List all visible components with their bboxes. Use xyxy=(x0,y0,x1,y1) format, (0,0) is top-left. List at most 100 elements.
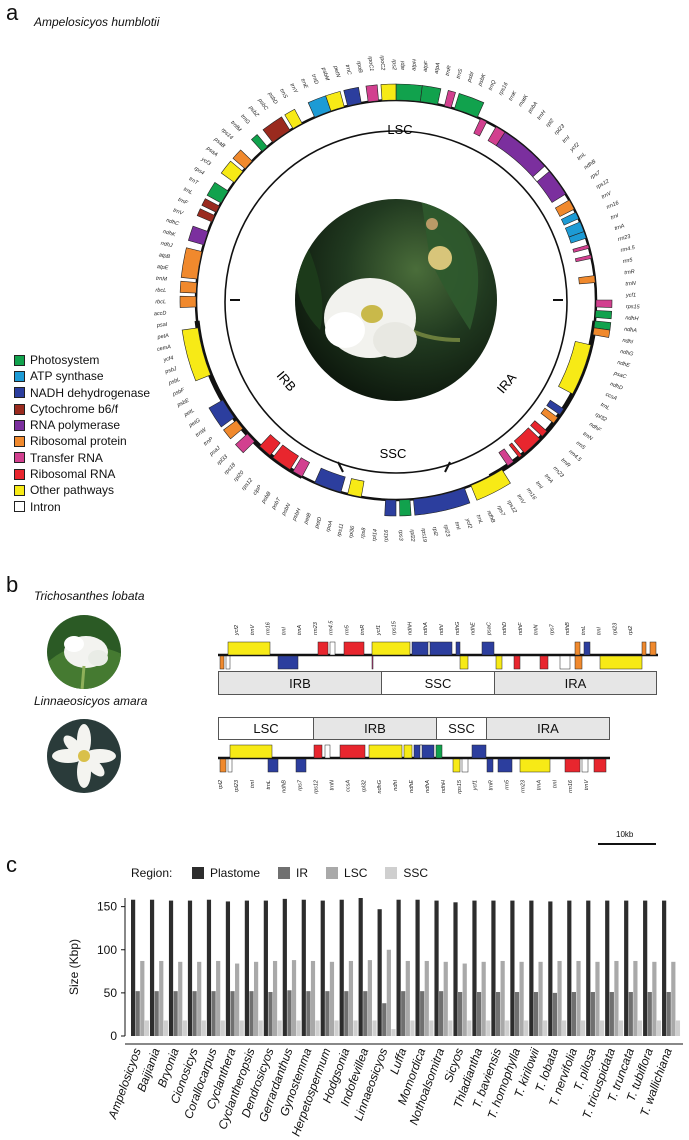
bar-plastome xyxy=(206,899,212,1036)
bar-ssc xyxy=(410,1020,415,1036)
legend-label: Photosystem xyxy=(30,353,100,367)
legend-item: NADH dehydrogenase xyxy=(14,385,150,401)
gene-label: trnV xyxy=(250,624,256,635)
bar-ssc xyxy=(334,1020,339,1036)
bar-plastome xyxy=(282,898,287,1036)
ring-label-irb: IRB xyxy=(274,368,299,394)
bar-ir xyxy=(458,992,463,1036)
gene-block xyxy=(497,758,513,773)
region-box-ira-1: IRA xyxy=(494,671,657,695)
gene-label: rbcL xyxy=(155,299,166,305)
legend-item: Ribosomal protein xyxy=(14,433,150,449)
gene-label: rps19 xyxy=(420,528,428,542)
bar-lsc xyxy=(272,960,278,1036)
gene-label: trnI xyxy=(250,780,256,788)
gene-label: rrn16 xyxy=(266,621,272,635)
y-tick-label: 0 xyxy=(110,1029,117,1043)
gene-block xyxy=(459,655,469,670)
gene-label: trnR xyxy=(560,457,572,469)
bar-ir xyxy=(476,992,482,1036)
bar-plastome xyxy=(168,900,174,1036)
bar-ssc xyxy=(315,1020,320,1036)
gene-block xyxy=(187,225,209,246)
gene-label: rpl32 xyxy=(594,412,608,423)
gene-label: psbH xyxy=(291,508,302,523)
gene-block xyxy=(554,199,575,217)
gene-label: rrn5 xyxy=(575,440,587,451)
bar-ssc xyxy=(467,1020,472,1036)
gene-label: psbC xyxy=(256,97,269,112)
legend-label: NADH dehydrogenase xyxy=(30,385,151,400)
gene-label: petA xyxy=(156,333,169,341)
panel-a-species: Ampelosicyos humblotii xyxy=(34,15,160,29)
gene-label: rrn23 xyxy=(520,779,526,793)
gene-label: trnF xyxy=(177,197,189,207)
gene-function-legend: Photosystem ATP synthase NADH dehydrogen… xyxy=(14,352,150,515)
gene-block xyxy=(560,211,580,226)
gene-label: ycf3 xyxy=(199,156,212,168)
gene-label: trnI xyxy=(281,627,287,635)
bar-ssc xyxy=(505,1020,510,1036)
gene-label: trnK xyxy=(508,90,518,102)
genome-map: rbcLtrnMatpEatpBndhJndhKndhCtrnVtrnFtrnL… xyxy=(154,55,641,542)
bar-lsc xyxy=(481,961,486,1036)
gene-block xyxy=(470,469,511,501)
gene-block xyxy=(292,457,311,477)
bar-ir xyxy=(647,992,652,1036)
gene-block xyxy=(314,467,346,493)
gene-block xyxy=(574,641,581,656)
gene-label: ndhF xyxy=(518,622,524,635)
gene-label: trnR xyxy=(489,780,495,790)
gene-block xyxy=(395,83,423,102)
gene-label: rps11 xyxy=(336,523,345,537)
gene-block xyxy=(435,744,443,759)
region-box-ira-2: IRA xyxy=(486,717,610,740)
bar-plastome xyxy=(548,901,553,1036)
gene-block xyxy=(179,295,197,308)
bar-ir xyxy=(249,991,254,1036)
gene-block xyxy=(365,84,379,103)
bar-plastome xyxy=(396,899,401,1036)
bar-lsc xyxy=(178,961,183,1036)
bar-lsc xyxy=(329,961,335,1036)
bar-lsc xyxy=(576,960,581,1036)
gene-label: trnI xyxy=(534,480,544,490)
legend-swatch xyxy=(14,436,25,448)
legend-swatch xyxy=(14,468,25,480)
gene-label: rps15 xyxy=(626,304,641,311)
gene-label: trnS xyxy=(278,88,288,100)
bar-lsc xyxy=(386,949,391,1036)
gene-label: rps3 xyxy=(397,530,403,542)
bar-lsc xyxy=(140,960,145,1036)
bar-ir xyxy=(666,992,671,1036)
bar-ir xyxy=(420,991,425,1036)
gene-label: ndhH xyxy=(407,622,413,635)
bar-ir xyxy=(495,992,501,1036)
gene-label: ndhD xyxy=(609,381,623,391)
gene-label: atpB xyxy=(158,252,171,260)
legend-swatch xyxy=(14,419,25,431)
gene-label: trnI xyxy=(453,521,461,531)
region-box-lsc-2: LSC xyxy=(218,717,314,740)
y-tick-label: 100 xyxy=(97,943,117,957)
gene-label: rrn16 xyxy=(525,487,538,502)
bar-ir xyxy=(325,991,330,1036)
bar-ssc xyxy=(637,1020,643,1036)
gene-label: ndhB xyxy=(485,510,496,524)
bar-ssc xyxy=(144,1020,149,1036)
gene-label: ndhA xyxy=(624,327,638,335)
bar-lsc xyxy=(216,960,221,1036)
legend-swatch xyxy=(192,867,204,879)
gene-label: rpl16 xyxy=(384,529,390,542)
gene-block xyxy=(513,427,541,454)
gene-label: psbF xyxy=(171,387,186,398)
gene-label: ndhE xyxy=(409,780,415,793)
gene-label: trnQ xyxy=(488,79,498,92)
bar-lsc xyxy=(443,961,448,1036)
gene-block xyxy=(427,641,431,656)
bar-plastome xyxy=(301,899,306,1036)
region-box-ssc-1: SSC xyxy=(381,671,495,695)
gene-label: trnR xyxy=(445,65,453,77)
genome-ring xyxy=(179,83,613,517)
